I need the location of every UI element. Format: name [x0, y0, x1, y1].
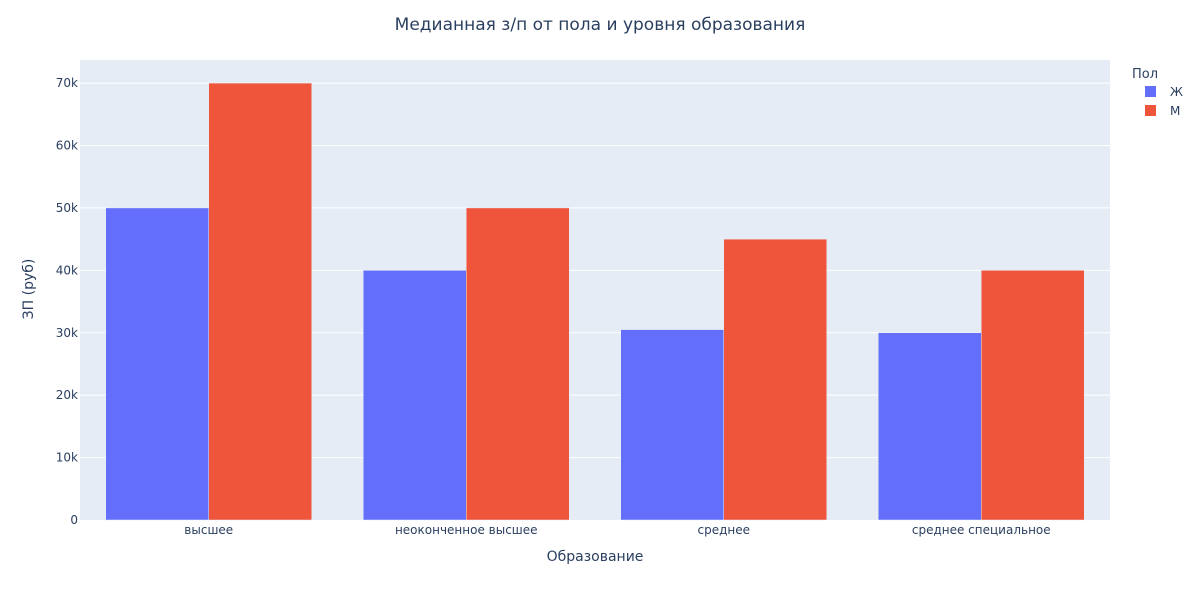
- legend-swatch[interactable]: [1145, 105, 1156, 116]
- legend-swatch[interactable]: [1145, 86, 1156, 97]
- legend-label[interactable]: Ж: [1170, 85, 1183, 99]
- bar-zh-1: [363, 270, 467, 521]
- x-axis-title: Образование: [547, 549, 644, 565]
- bar-zh-0: [105, 207, 209, 521]
- bar-m-0: [208, 82, 312, 521]
- legend: Пол ЖМ: [1132, 67, 1183, 118]
- y-axis-ticks: 0 10k 20k 30k 40k 50k 60k 70k: [56, 76, 78, 527]
- x-tick-label: среднее специальное: [912, 523, 1051, 537]
- x-axis-ticks: высшее неоконченное высшее среднее среднее …: [184, 523, 1050, 537]
- y-tick-label: 60k: [56, 139, 78, 153]
- bar-m-1: [466, 207, 570, 521]
- y-tick-label: 40k: [56, 263, 78, 277]
- bars: [105, 82, 1085, 521]
- x-tick-label: неоконченное высшее: [395, 523, 538, 537]
- legend-label[interactable]: М: [1170, 104, 1180, 118]
- chart-title: Медианная з/п от пола и уровня образован…: [395, 15, 806, 35]
- y-tick-label: 20k: [56, 388, 78, 402]
- x-tick-label: высшее: [184, 523, 233, 537]
- bar-zh-3: [878, 332, 982, 521]
- y-axis-title: ЗП (руб): [21, 259, 37, 320]
- y-tick-label: 50k: [56, 201, 78, 215]
- bar-m-2: [723, 238, 827, 521]
- bar-zh-2: [620, 329, 724, 521]
- legend-title: Пол: [1132, 67, 1158, 82]
- y-tick-label: 10k: [56, 451, 78, 465]
- y-tick-label: 0: [70, 513, 78, 527]
- y-tick-label: 30k: [56, 326, 78, 340]
- bar-m-3: [981, 270, 1085, 521]
- y-tick-label: 70k: [56, 76, 78, 90]
- x-tick-label: среднее: [697, 523, 750, 537]
- legend-items: ЖМ: [1145, 85, 1183, 118]
